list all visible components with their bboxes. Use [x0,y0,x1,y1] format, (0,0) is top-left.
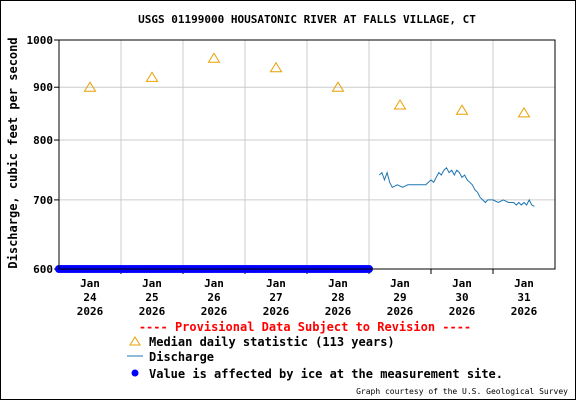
x-tick-label-line: Jan [80,277,100,290]
x-tick-label-line: 2026 [77,305,104,318]
x-tick-label-line: 2026 [201,305,228,318]
legend-median-triangle-icon [129,336,141,346]
x-tick-label-line: Jan [328,277,348,290]
median-point [393,99,407,110]
y-axis-ticks: 600 700 800 900 1000 [27,34,59,276]
plot-area [58,39,556,270]
legend: Median daily statistic (113 years) Disch… [127,335,503,381]
credit-text: Graph courtesy of the U.S. Geological Su… [356,387,568,396]
x-axis-ticks: Jan242026Jan252026Jan262026Jan272026Jan2… [77,269,538,318]
median-series [83,52,531,118]
median-point [83,81,97,92]
x-tick-label-line: Jan [514,277,534,290]
median-point [207,52,221,63]
x-tick-label-line: Jan [452,277,472,290]
x-tick-label-line: 25 [145,291,158,304]
provisional-notice: ---- Provisional Data Subject to Revisio… [139,320,471,334]
y-axis-label: Discharge, cubic feet per second [6,37,20,268]
x-tick-label-line: 31 [517,291,531,304]
x-tick-label-line: 2026 [511,305,538,318]
grid-lines [59,40,555,269]
x-tick-label-line: 30 [455,291,468,304]
median-point [269,61,283,73]
x-tick-label-line: 29 [393,291,406,304]
legend-ice-dot-icon [131,369,139,377]
x-tick-label-line: 27 [269,291,282,304]
x-tick-label-line: 2026 [387,305,414,318]
chart-title: USGS 01199000 HOUSATONIC RIVER AT FALLS … [138,13,476,26]
y-tick-label: 600 [33,263,53,276]
y-tick-label: 700 [33,194,53,207]
x-tick-label-line: 26 [207,291,221,304]
x-tick-label-line: Jan [204,277,224,290]
x-tick-label-line: 24 [83,291,97,304]
median-point [331,81,345,92]
discharge-series-line [378,166,535,207]
x-tick-label-line: Jan [142,277,162,290]
legend-ice-label: Value is affected by ice at the measurem… [149,367,503,381]
median-point [517,106,531,118]
x-tick-label-line: Jan [266,277,286,290]
x-tick-label-line: Jan [390,277,410,290]
legend-discharge-label: Discharge [149,350,214,364]
x-tick-label-line: 2026 [139,305,166,318]
y-tick-label: 900 [33,81,53,94]
x-tick-label-line: 28 [331,291,344,304]
median-point [145,71,159,82]
median-point [455,104,469,115]
x-tick-label-line: 2026 [263,305,290,318]
x-tick-label-line: 2026 [325,305,352,318]
x-tick-label-line: 2026 [449,305,476,318]
legend-median-label: Median daily statistic (113 years) [149,335,395,349]
y-tick-label: 800 [33,134,53,147]
y-tick-label: 1000 [27,34,54,47]
